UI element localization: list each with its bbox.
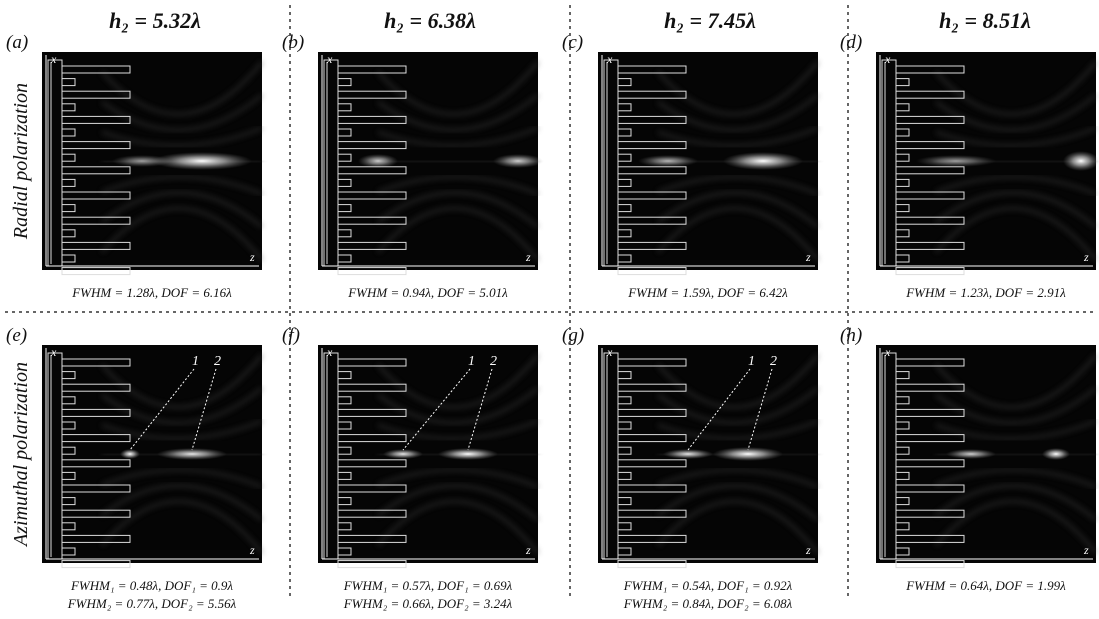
annotation: 2 — [770, 354, 777, 369]
x-axis-label: x — [50, 52, 57, 66]
focus-spot — [493, 154, 543, 168]
focus-spot — [713, 447, 783, 461]
focus-spot — [946, 449, 996, 459]
panel: x z 12 — [318, 345, 538, 568]
panel-label: (f) — [282, 325, 300, 346]
x-axis-label: x — [606, 345, 613, 359]
caption: FWHM = 1.59λ, DOF = 6.42λ — [627, 285, 788, 300]
x-axis-label: x — [326, 52, 333, 66]
focus-spot — [1063, 151, 1099, 171]
z-axis-label: z — [249, 543, 255, 557]
caption: FWHM₂ = 0.66λ, DOF₂ = 3.24λ — [343, 596, 513, 611]
z-axis-label: z — [805, 543, 811, 557]
panel: xz — [876, 345, 1096, 568]
focus-spot — [1042, 448, 1070, 460]
panel-label: (e) — [6, 325, 27, 346]
z-axis-label: z — [1083, 543, 1089, 557]
z-axis-label: z — [525, 250, 531, 264]
z-axis-label: z — [525, 543, 531, 557]
column-title: h₂ = 7.45λ — [664, 8, 756, 33]
annotation: 1 — [468, 354, 475, 369]
column-title: h₂ = 5.32λ — [109, 8, 201, 33]
focus-spot — [358, 154, 398, 168]
x-axis-label: x — [884, 345, 891, 359]
annotation: 1 — [748, 354, 755, 369]
focus-spot — [916, 155, 996, 167]
caption: FWHM = 1.28λ, DOF = 6.16λ — [71, 285, 232, 300]
x-axis-label: x — [50, 345, 57, 359]
column-title: h₂ = 8.51λ — [939, 8, 1031, 33]
annotation: 2 — [214, 354, 221, 369]
caption: FWHM₁ = 0.54λ, DOF₁ = 0.92λ — [623, 578, 793, 593]
panel-label: (h) — [840, 325, 862, 346]
caption: FWHM = 0.64λ, DOF = 1.99λ — [905, 578, 1066, 593]
caption: FWHM = 0.94λ, DOF = 5.01λ — [347, 285, 508, 300]
caption: FWHM₂ = 0.84λ, DOF₂ = 6.08λ — [623, 596, 793, 611]
caption: FWHM₁ = 0.57λ, DOF₁ = 0.69λ — [343, 578, 513, 593]
panel-label: (c) — [562, 32, 583, 53]
row-label: Azimuthal polarization — [10, 362, 32, 548]
focus-spot — [663, 449, 713, 459]
panel: xz — [876, 52, 1099, 275]
caption: FWHM₂ = 0.77λ, DOF₂ = 5.56λ — [67, 596, 237, 611]
panel: xz — [42, 52, 262, 275]
row-label: Radial polarization — [10, 83, 32, 240]
panel-label: (a) — [6, 32, 28, 53]
z-axis-label: z — [249, 250, 255, 264]
focus-spot — [383, 449, 423, 459]
focus-spot — [120, 449, 140, 459]
figure: h₂ = 5.32λ h₂ = 6.38λ h₂ = 7.45λ h₂ = 8.51λ… — [0, 0, 1099, 619]
focus-spot — [152, 152, 252, 170]
z-axis-label: z — [1083, 250, 1089, 264]
annotation: 1 — [192, 354, 199, 369]
panel: xz — [318, 52, 543, 275]
column-title: h₂ = 6.38λ — [384, 8, 476, 33]
panel-label: (b) — [282, 32, 304, 53]
caption: FWHM₁ = 0.48λ, DOF₁ = 0.9λ — [70, 578, 233, 593]
z-axis-label: z — [805, 250, 811, 264]
x-axis-label: x — [606, 52, 613, 66]
focus-spot — [723, 152, 803, 170]
annotation: 2 — [490, 354, 497, 369]
focus-spot — [638, 155, 698, 167]
x-axis-label: x — [326, 345, 333, 359]
caption: FWHM = 1.23λ, DOF = 2.91λ — [905, 285, 1066, 300]
panel: xz — [598, 52, 818, 275]
panel-label: (g) — [562, 325, 584, 346]
x-axis-label: x — [884, 52, 891, 66]
panel-label: (d) — [840, 32, 862, 53]
